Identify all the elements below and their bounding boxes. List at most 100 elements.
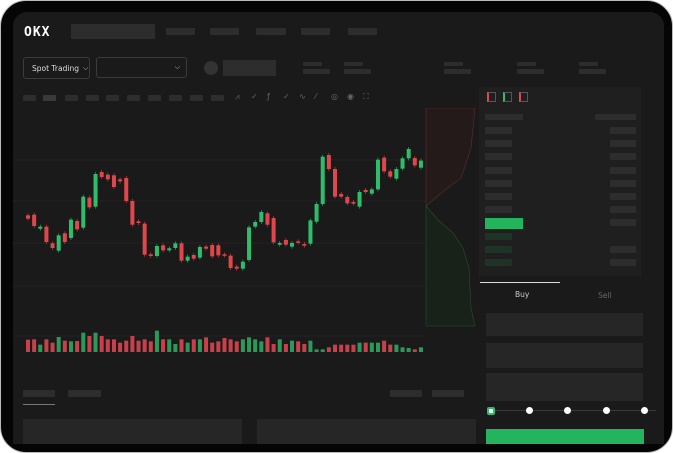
volume-bar (38, 344, 43, 352)
slider-step-0[interactable] (487, 407, 495, 415)
candle (173, 243, 178, 248)
buy-button[interactable] (486, 429, 644, 444)
indicator-icon[interactable]: ƒ (267, 92, 270, 101)
candle (50, 243, 55, 248)
search-bar[interactable] (71, 24, 155, 39)
candle (136, 221, 141, 223)
tab-open-orders[interactable] (23, 390, 55, 397)
total-input[interactable] (486, 373, 643, 401)
timeframe-button[interactable] (148, 95, 161, 101)
candle (154, 246, 159, 256)
volume-bar (302, 344, 307, 352)
volume-bar (173, 344, 178, 352)
candle (240, 261, 245, 269)
slider-step-25[interactable] (525, 407, 533, 414)
nav-item[interactable] (256, 28, 286, 35)
stat-label (344, 62, 363, 66)
candle (277, 243, 282, 245)
stat-label (517, 62, 536, 66)
pair-dropdown[interactable]: ⌵ (96, 57, 187, 78)
volume-bar (388, 344, 393, 352)
sell-tab[interactable]: Sell (598, 291, 612, 300)
tab-order-history[interactable] (68, 390, 101, 397)
timeframe-button[interactable] (65, 95, 78, 101)
volume-bar (204, 337, 209, 352)
nav-item[interactable] (301, 28, 330, 35)
slider-step-50[interactable] (564, 407, 571, 414)
volume-bar (382, 340, 387, 352)
timeframe-button[interactable] (211, 95, 224, 101)
spot-trading-dropdown[interactable]: Spot Trading ⌵ (23, 57, 90, 79)
volume-bar (87, 336, 92, 352)
buy-tab-underline (480, 282, 560, 283)
ask-price (485, 206, 512, 214)
candle (118, 179, 123, 182)
check-icon[interactable]: ✓ (283, 92, 290, 101)
timeframe-button[interactable] (190, 95, 203, 101)
pencil-icon[interactable]: ⁄ (315, 92, 317, 101)
check-icon[interactable]: ✓ (251, 92, 258, 101)
price-input[interactable] (486, 313, 643, 336)
slider-step-75[interactable] (602, 407, 610, 414)
timeframe-button[interactable] (169, 95, 182, 101)
nav-item[interactable] (210, 28, 239, 35)
candlestick-chart[interactable] (13, 108, 479, 388)
trading-screen: OKX Spot Trading ⌵ ⌵ Buy Sell ⩘ ✓ ƒ ✓ ∿ ⁄ ◎ ◉ ⛶ (13, 12, 664, 444)
line-tool-icon[interactable]: ⩘ (235, 92, 240, 101)
candle (167, 248, 172, 251)
buy-tab[interactable]: Buy (515, 290, 530, 299)
volume-bar (363, 342, 368, 352)
volume-bar (406, 348, 411, 352)
nav-item[interactable] (166, 28, 195, 35)
fullscreen-icon[interactable]: ⛶ (363, 92, 369, 101)
volume-bar (75, 341, 80, 352)
chevron-down-icon: ⌵ (82, 63, 89, 72)
volume-bar (222, 338, 227, 352)
timeframe-button[interactable] (86, 95, 99, 101)
volume-bar (124, 340, 129, 352)
camera-icon[interactable]: ◎ (331, 92, 338, 101)
candle (87, 197, 92, 208)
candle (339, 194, 344, 197)
candle (130, 201, 135, 225)
timeframe-button[interactable] (106, 95, 119, 101)
candle (222, 254, 227, 256)
timeframe-button[interactable] (23, 95, 36, 101)
amount-input[interactable] (486, 343, 643, 368)
order-size (610, 219, 636, 227)
nav-item[interactable] (348, 28, 377, 35)
volume-bar (197, 339, 202, 352)
filter-button[interactable] (432, 390, 464, 397)
candle (296, 241, 301, 243)
candle (283, 240, 288, 245)
bid-depth-area (425, 205, 476, 327)
volume-bar (93, 332, 98, 352)
volume-bar (68, 341, 73, 352)
settings-icon[interactable]: ◉ (347, 92, 354, 101)
candle (111, 175, 116, 187)
volume-bar (161, 339, 166, 352)
volume-bar (333, 344, 337, 352)
orderbook-view-icon[interactable] (503, 92, 512, 102)
candle (394, 169, 399, 179)
timeframe-button[interactable] (127, 95, 140, 101)
stat-label (303, 62, 322, 66)
orderbook-view-icon[interactable] (487, 92, 496, 102)
volume-bar (271, 344, 276, 352)
filter-button[interactable] (390, 390, 422, 397)
amount-slider-track[interactable] (491, 410, 656, 411)
volume-bar (142, 339, 147, 352)
timeframe-button[interactable] (43, 95, 56, 101)
candle (345, 197, 350, 204)
candle (259, 212, 264, 222)
candle (185, 256, 190, 261)
wave-icon[interactable]: ∿ (299, 92, 306, 101)
candle (382, 157, 387, 172)
candle (105, 174, 110, 180)
candle (375, 159, 380, 190)
candle (197, 247, 202, 258)
slider-step-100[interactable] (641, 407, 648, 414)
orderbook-view-icon[interactable] (519, 92, 528, 102)
volume-bar (50, 342, 55, 352)
